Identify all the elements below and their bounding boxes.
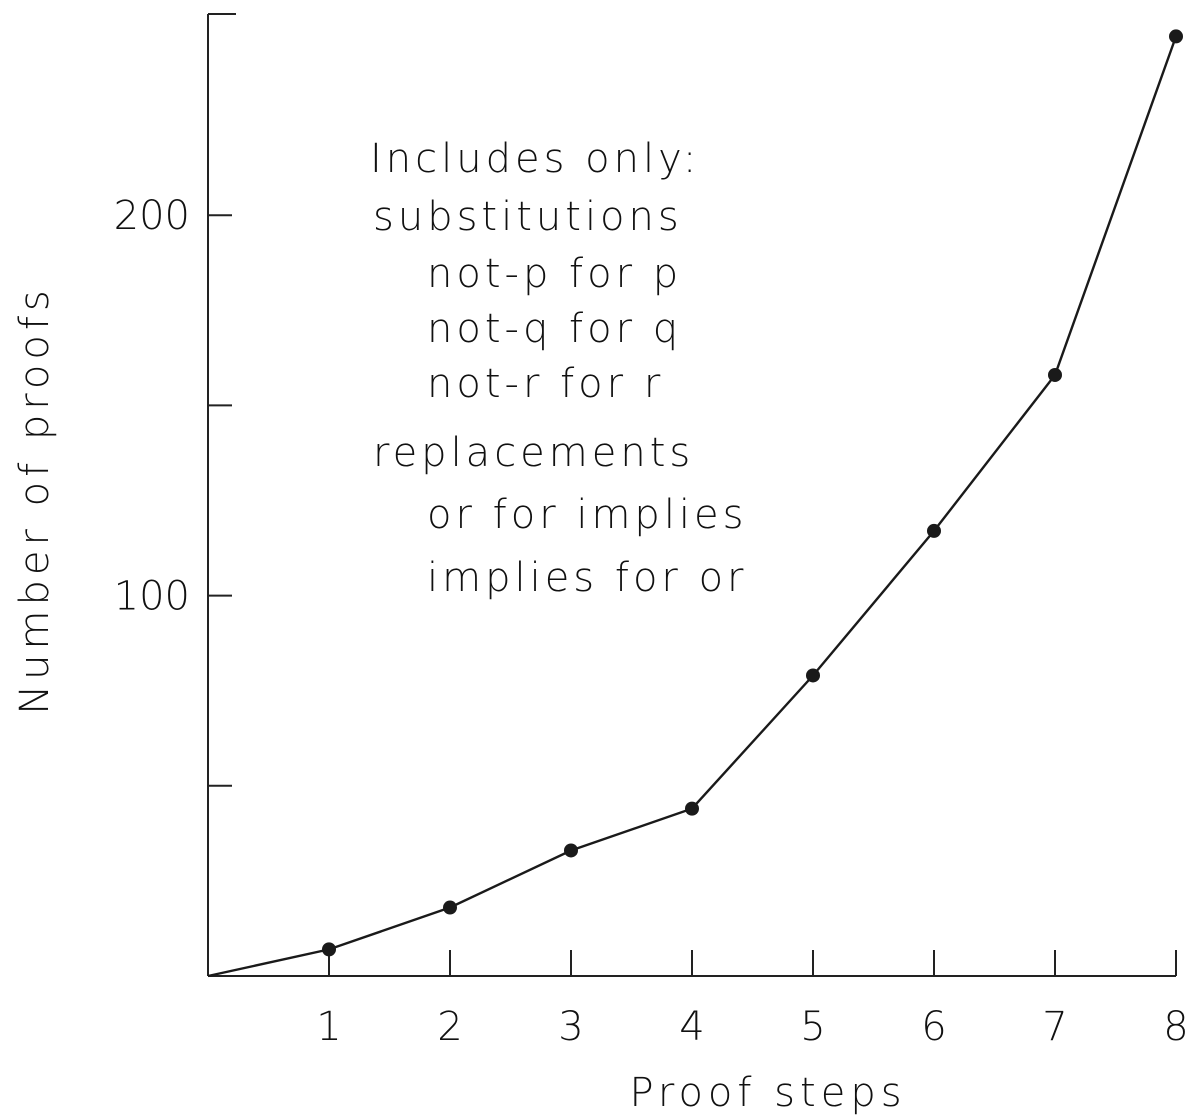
data-point (927, 523, 941, 538)
x-tick-label: 8 (1163, 1004, 1188, 1050)
tick-labels: 200 100 1 2 3 4 5 6 7 8 (114, 193, 1189, 1050)
data-point (685, 801, 699, 816)
annotation-line: or for implies (427, 492, 748, 538)
x-tick-label: 3 (558, 1004, 583, 1050)
data-point (443, 900, 457, 915)
x-axis-label: Proof steps (629, 1070, 906, 1116)
x-tick-label: 1 (316, 1004, 341, 1050)
data-point (806, 668, 820, 683)
x-tick-label: 6 (921, 1004, 946, 1050)
annotation-line: not-q for q (427, 306, 682, 352)
annotation-line: replacements (373, 430, 694, 476)
x-tick-label: 5 (800, 1004, 825, 1050)
y-axis-label: Number of proofs (12, 285, 58, 715)
data-point (564, 843, 578, 858)
annotation-block: Includes only: substitutions not-p for p… (370, 136, 748, 601)
y-tick-label: 100 (114, 574, 190, 620)
y-tick-label: 200 (114, 193, 190, 239)
data-point (322, 942, 336, 957)
annotation-line: Includes only: (370, 136, 700, 182)
annotation-line: substitutions (373, 194, 683, 240)
ticks (208, 214, 1177, 976)
x-tick-label: 2 (437, 1004, 462, 1050)
x-tick-label: 7 (1042, 1004, 1067, 1050)
annotation-line: not-p for p (427, 251, 682, 297)
x-tick-label: 4 (679, 1004, 704, 1050)
data-point (1169, 29, 1183, 44)
series-group (207, 29, 1183, 978)
annotation-line: not-r for r (427, 361, 664, 407)
data-point (1048, 367, 1062, 382)
annotation-line: implies for or (427, 555, 748, 601)
